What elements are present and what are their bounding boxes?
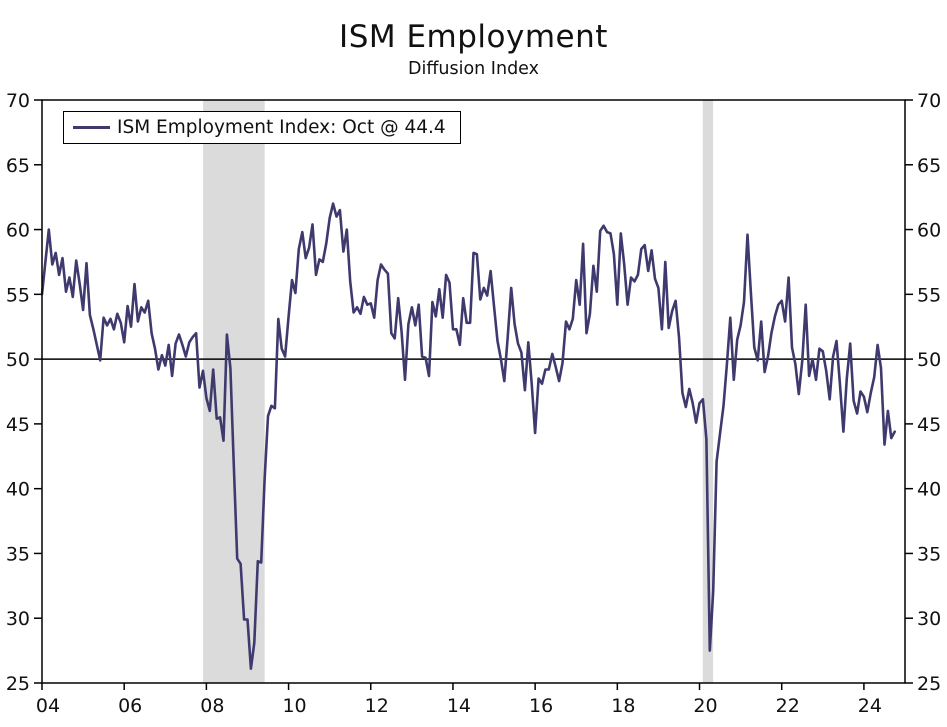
svg-text:16: 16 (529, 695, 553, 717)
svg-text:45: 45 (917, 414, 941, 436)
svg-text:08: 08 (200, 695, 224, 717)
svg-text:40: 40 (917, 479, 941, 501)
svg-text:70: 70 (6, 90, 30, 112)
svg-text:25: 25 (917, 673, 941, 695)
svg-text:70: 70 (917, 90, 941, 112)
svg-text:40: 40 (6, 479, 30, 501)
svg-text:25: 25 (6, 673, 30, 695)
svg-text:06: 06 (118, 695, 142, 717)
svg-text:22: 22 (776, 695, 800, 717)
svg-text:50: 50 (917, 349, 941, 371)
svg-text:12: 12 (365, 695, 389, 717)
svg-text:65: 65 (6, 155, 30, 177)
page-title: ISM Employment (339, 19, 608, 55)
svg-text:30: 30 (6, 608, 30, 630)
legend-label: ISM Employment Index: Oct @ 44.4 (117, 117, 446, 138)
svg-text:35: 35 (6, 543, 30, 565)
svg-text:24: 24 (858, 695, 882, 717)
svg-text:35: 35 (917, 543, 941, 565)
svg-text:60: 60 (917, 220, 941, 242)
svg-text:10: 10 (282, 695, 306, 717)
svg-text:20: 20 (693, 695, 717, 717)
svg-text:04: 04 (36, 695, 60, 717)
svg-text:50: 50 (6, 349, 30, 371)
svg-text:14: 14 (447, 695, 471, 717)
svg-text:65: 65 (917, 155, 941, 177)
page-subtitle: Diffusion Index (407, 59, 539, 79)
svg-text:60: 60 (6, 220, 30, 242)
legend-box: ISM Employment Index: Oct @ 44.4 (63, 111, 461, 144)
svg-text:55: 55 (6, 284, 30, 306)
svg-text:18: 18 (611, 695, 635, 717)
svg-text:30: 30 (917, 608, 941, 630)
svg-text:45: 45 (6, 414, 30, 436)
legend-line-swatch (73, 125, 110, 130)
svg-text:55: 55 (917, 284, 941, 306)
